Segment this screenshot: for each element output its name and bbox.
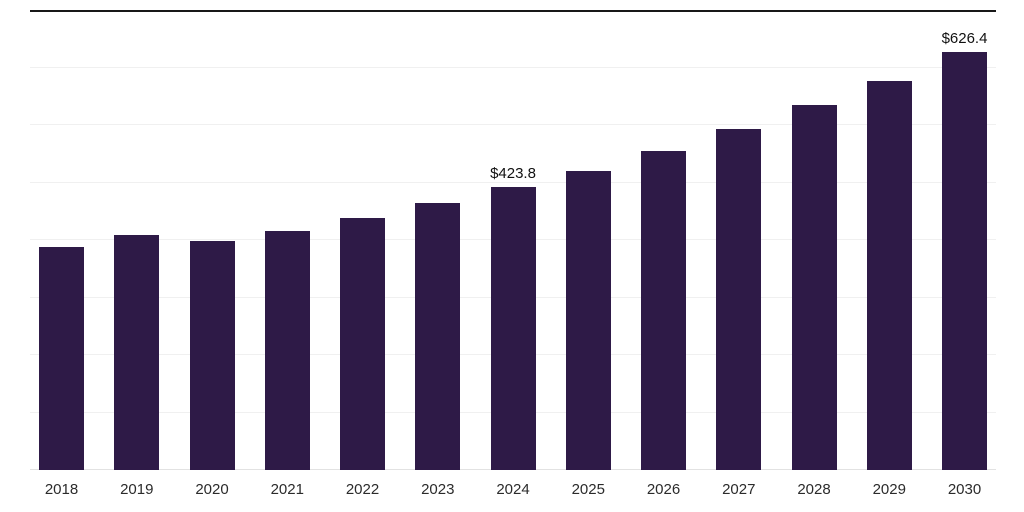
- gridline: [30, 124, 996, 125]
- x-tick-label: 2023: [421, 481, 455, 498]
- x-tick-label: 2022: [345, 481, 380, 498]
- bar-column: [340, 218, 385, 470]
- x-tick-label: 2019: [120, 481, 154, 498]
- bar: [490, 187, 536, 470]
- bar-value-label: $626.4: [941, 30, 988, 47]
- bar: [39, 247, 84, 470]
- bars-row: $423.8 $626.4: [30, 10, 996, 470]
- bar-column: [791, 105, 837, 470]
- bar-column: [716, 129, 762, 470]
- x-tick-label: 2026: [646, 481, 681, 498]
- x-tick-label: 2030: [947, 481, 982, 498]
- x-tick-label: 2029: [872, 481, 906, 498]
- bar-column: [565, 171, 611, 470]
- bar-column: [114, 235, 160, 470]
- bar: [641, 151, 686, 470]
- bar-column: [866, 81, 912, 470]
- bar-column: $423.8: [490, 165, 536, 470]
- plot-area: $423.8 $626.4: [30, 10, 996, 470]
- bar: [340, 218, 385, 470]
- bar: [716, 129, 762, 470]
- bar-column: [189, 241, 235, 470]
- bar-column: [264, 231, 310, 470]
- x-axis-labels: 2018 2019 2020 2021 2022 2023 2024 2025 2026 2027…: [30, 481, 996, 498]
- x-tick-label: 2021: [270, 481, 304, 498]
- gridline: [30, 181, 996, 183]
- bar-value-label: $423.8: [490, 165, 536, 182]
- x-tick-label: 2024: [496, 481, 530, 498]
- bar: [415, 203, 461, 470]
- x-tick-label: 2027: [722, 481, 756, 498]
- bar-column: $626.4: [942, 30, 987, 470]
- x-tick-label: 2018: [44, 481, 79, 498]
- bar-column: [641, 151, 686, 470]
- bar: [264, 231, 310, 470]
- chart-top-border: [30, 10, 996, 12]
- bar: [942, 52, 987, 470]
- x-tick-label: 2020: [195, 481, 229, 498]
- bar-column: [415, 203, 461, 470]
- bar: [189, 241, 235, 470]
- x-tick-label: 2028: [797, 481, 831, 498]
- bar: [866, 81, 912, 470]
- bar: [791, 105, 837, 470]
- x-tick-label: 2025: [571, 481, 605, 498]
- gridline: [30, 66, 996, 68]
- bar-column: [39, 247, 84, 470]
- bar: [565, 171, 611, 470]
- bar: [114, 235, 160, 470]
